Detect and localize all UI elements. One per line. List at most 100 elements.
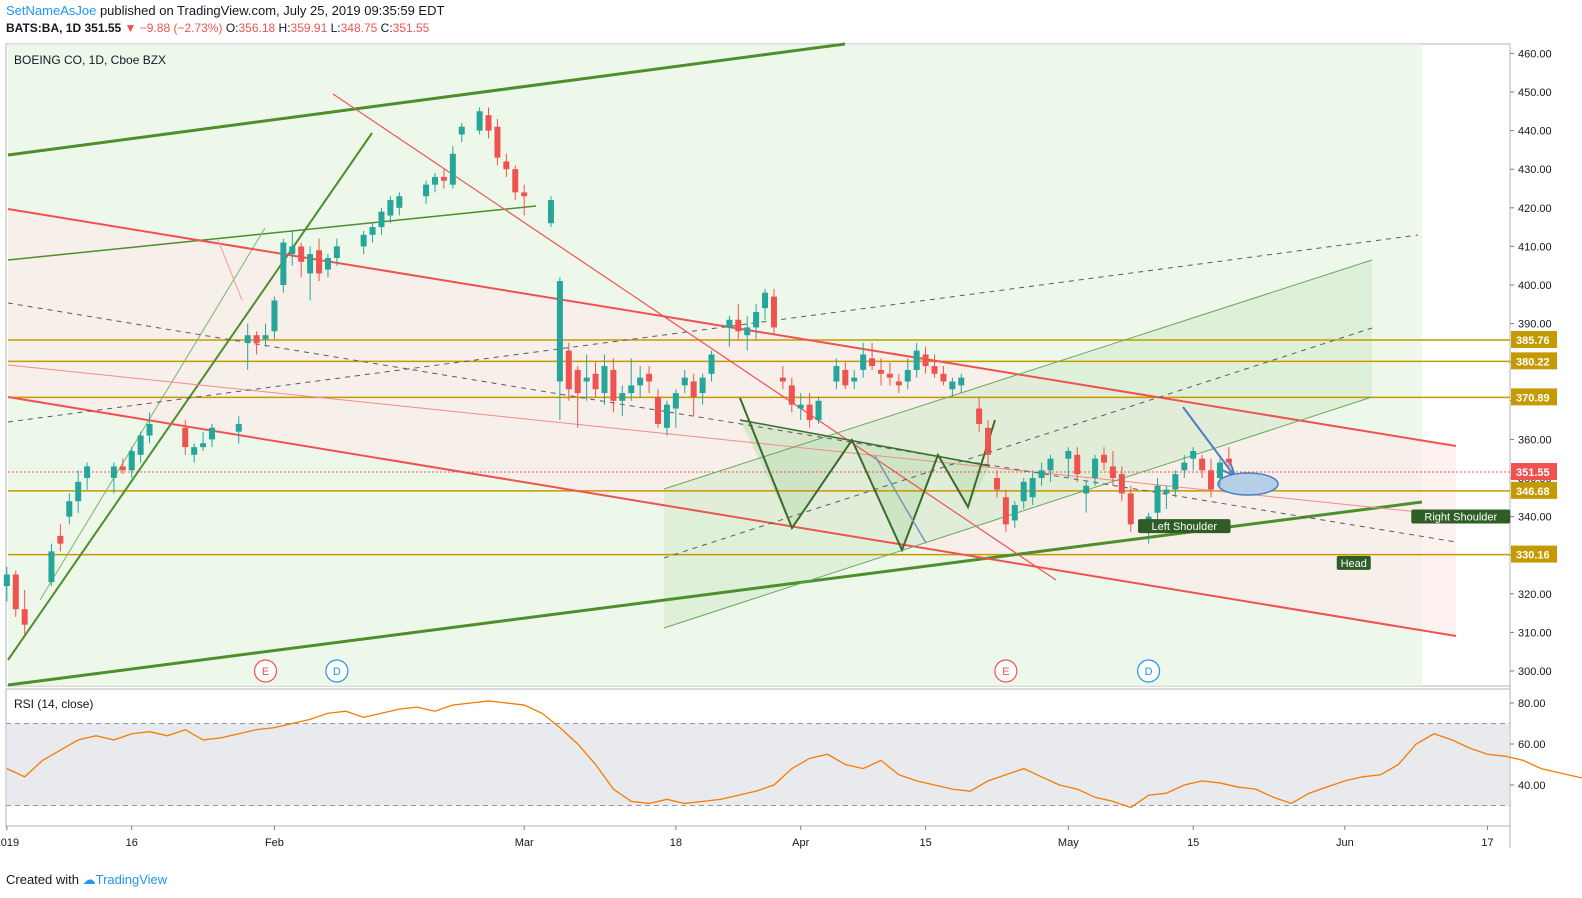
candle-body[interactable] — [1190, 450, 1197, 459]
candle-body[interactable] — [690, 381, 697, 397]
candle-body[interactable] — [592, 373, 599, 390]
candle-body[interactable] — [12, 574, 19, 610]
dashed-mid-line-rising[interactable] — [663, 327, 1373, 559]
candle-body[interactable] — [681, 377, 688, 386]
candle-body[interactable] — [708, 354, 715, 374]
candle-body[interactable] — [753, 312, 760, 328]
candle-body[interactable] — [110, 466, 117, 478]
candle-body[interactable] — [324, 257, 331, 270]
candle-body[interactable] — [3, 574, 10, 587]
candle-body[interactable] — [209, 427, 215, 440]
candle-body[interactable] — [1020, 481, 1027, 502]
candle-body[interactable] — [440, 176, 447, 181]
candle-body[interactable] — [985, 427, 992, 455]
dividend-marker[interactable] — [325, 659, 349, 683]
candle-body[interactable] — [958, 377, 965, 386]
candle-body[interactable] — [886, 373, 893, 378]
candle-body[interactable] — [1216, 462, 1223, 478]
candle-body[interactable] — [503, 161, 510, 170]
candle-body[interactable] — [485, 115, 492, 131]
candle-body[interactable] — [931, 366, 938, 374]
candle-body[interactable] — [521, 192, 528, 197]
red-channel-mid[interactable] — [7, 364, 1467, 518]
upper-channel-line[interactable] — [7, 42, 846, 157]
neckline[interactable] — [739, 419, 991, 467]
rising-channel-lower[interactable] — [663, 396, 1373, 629]
candle-body[interactable] — [1092, 458, 1099, 478]
candle-body[interactable] — [1101, 454, 1107, 463]
candle-body[interactable] — [993, 478, 1000, 490]
candle-body[interactable] — [494, 126, 501, 158]
candle-body[interactable] — [57, 535, 64, 544]
tradingview-brand[interactable]: TradingView — [95, 872, 168, 887]
candle-body[interactable] — [895, 381, 902, 386]
candle-body[interactable] — [458, 126, 465, 135]
candle-body[interactable] — [619, 393, 626, 401]
author-link[interactable]: SetNameAsJoe — [6, 3, 97, 18]
candle-body[interactable] — [779, 377, 786, 382]
candle-body[interactable] — [191, 447, 198, 455]
rising-channel-upper[interactable] — [663, 259, 1373, 490]
candle-body[interactable] — [913, 350, 920, 370]
candle-body[interactable] — [369, 227, 376, 235]
candle-body[interactable] — [1163, 489, 1170, 494]
resistance-trend-line[interactable] — [7, 205, 537, 261]
candle-body[interactable] — [1047, 458, 1054, 471]
candle-body[interactable] — [547, 200, 554, 224]
candle-body[interactable] — [1038, 470, 1045, 478]
candle-body[interactable] — [66, 501, 73, 517]
candle-body[interactable] — [1127, 493, 1134, 525]
candle-body[interactable] — [1002, 497, 1009, 525]
candle-body[interactable] — [244, 335, 251, 343]
dashed-mid-line-upper[interactable] — [7, 234, 1419, 423]
candle-body[interactable] — [1118, 474, 1125, 494]
candle-body[interactable] — [1145, 516, 1152, 521]
candle-body[interactable] — [333, 246, 340, 258]
candle-body[interactable] — [476, 111, 483, 131]
candle-body[interactable] — [262, 335, 269, 340]
candle-body[interactable] — [601, 366, 608, 394]
projection-arrow-2[interactable] — [1182, 406, 1234, 475]
candle-body[interactable] — [1199, 458, 1206, 471]
candle-body[interactable] — [137, 435, 144, 455]
candle-body[interactable] — [1011, 505, 1018, 521]
red-channel-upper[interactable] — [7, 208, 1457, 447]
candle-body[interactable] — [298, 246, 305, 262]
candle-body[interactable] — [146, 423, 153, 436]
candle-body[interactable] — [182, 427, 189, 448]
candle-body[interactable] — [842, 369, 849, 386]
candle-body[interactable] — [396, 196, 403, 208]
candle-body[interactable] — [423, 184, 430, 197]
candle-body[interactable] — [1225, 458, 1232, 463]
candle-body[interactable] — [119, 466, 126, 471]
candle-body[interactable] — [360, 234, 367, 247]
candle-body[interactable] — [449, 153, 456, 185]
candle-body[interactable] — [833, 366, 840, 382]
candle-body[interactable] — [316, 250, 323, 274]
candle-body[interactable] — [387, 200, 394, 216]
candle-body[interactable] — [699, 377, 706, 394]
head-shoulders-pattern[interactable] — [739, 397, 996, 553]
candle-body[interactable] — [860, 354, 867, 370]
candle-body[interactable] — [788, 385, 795, 405]
candle-body[interactable] — [1083, 485, 1090, 494]
candle-body[interactable] — [1172, 474, 1179, 490]
candle-body[interactable] — [628, 385, 635, 394]
candle-body[interactable] — [307, 254, 314, 274]
tradingview-logo-icon[interactable]: ☁ — [82, 872, 96, 887]
rally-trend-line-thin[interactable] — [39, 227, 266, 601]
candle-body[interactable] — [1154, 485, 1161, 513]
earnings-marker[interactable] — [253, 659, 278, 683]
candle-body[interactable] — [1208, 470, 1215, 490]
candle-body[interactable] — [200, 443, 207, 448]
candle-body[interactable] — [1065, 450, 1072, 459]
candle-body[interactable] — [235, 423, 242, 432]
candle-body[interactable] — [762, 292, 769, 309]
target-ellipse[interactable] — [1217, 472, 1279, 496]
dividend-marker[interactable] — [1136, 659, 1161, 683]
rally-trend-line[interactable] — [7, 132, 373, 661]
candle-body[interactable] — [949, 381, 956, 390]
candle-body[interactable] — [904, 369, 911, 382]
candle-body[interactable] — [744, 327, 751, 336]
